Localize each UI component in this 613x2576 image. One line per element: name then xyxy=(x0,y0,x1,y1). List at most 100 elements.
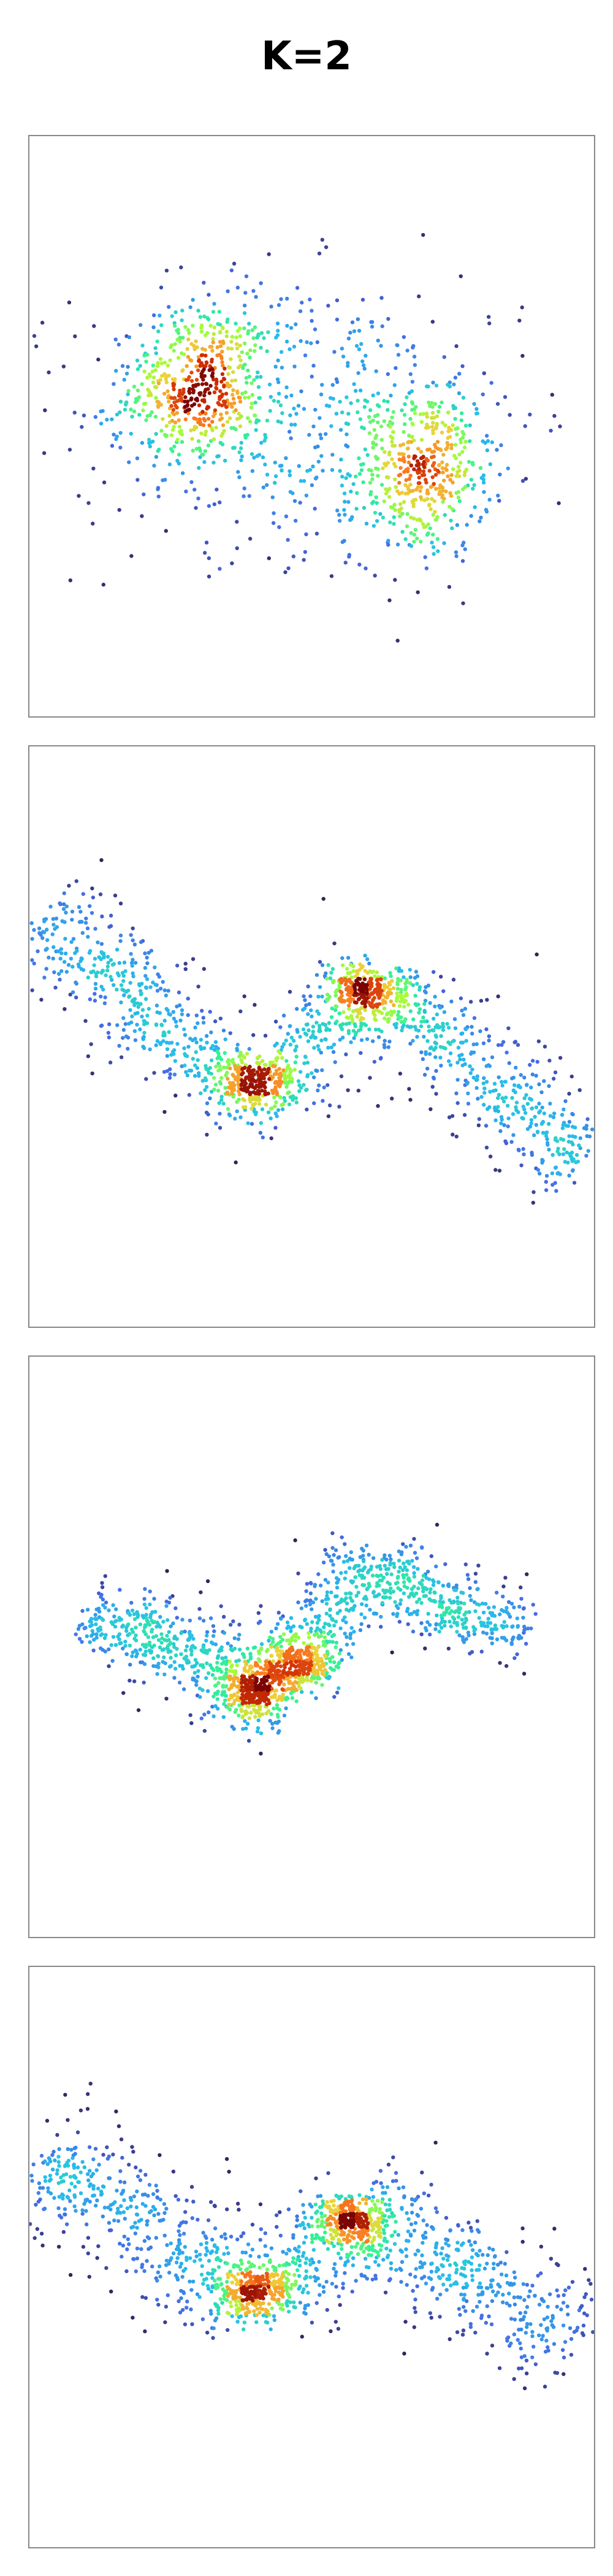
scatter-point xyxy=(94,1622,98,1627)
scatter-point xyxy=(391,2155,395,2160)
scatter-point xyxy=(30,937,34,941)
scatter-point xyxy=(188,1632,192,1637)
scatter-point xyxy=(134,1638,139,1643)
scatter-point xyxy=(183,1033,188,1037)
scatter-point xyxy=(276,1719,281,1723)
scatter-point xyxy=(264,1711,268,1715)
scatter-point xyxy=(180,369,185,373)
scatter-point xyxy=(324,404,329,408)
scatter-point xyxy=(221,1715,226,1719)
scatter-point xyxy=(481,1057,486,1062)
scatter-point xyxy=(173,2194,178,2198)
scatter-point xyxy=(360,994,365,999)
scatter-point xyxy=(151,325,156,329)
scatter-point xyxy=(398,1565,402,1570)
scatter-point xyxy=(391,410,396,414)
scatter-point xyxy=(140,1014,144,1019)
scatter-point xyxy=(233,1064,237,1068)
scatter-point xyxy=(371,393,375,397)
scatter-point xyxy=(176,328,180,332)
scatter-point xyxy=(392,1565,397,1570)
scatter-point xyxy=(118,933,123,938)
scatter-point xyxy=(388,1560,393,1565)
scatter-point xyxy=(364,1595,368,1599)
scatter-point xyxy=(354,507,359,511)
scatter-point xyxy=(288,1043,293,1047)
scatter-point xyxy=(432,1076,436,1081)
scatter-point xyxy=(99,1024,104,1028)
scatter-point xyxy=(156,2302,161,2307)
scatter-point xyxy=(156,494,161,499)
scatter-point xyxy=(58,901,62,905)
scatter-point xyxy=(62,960,67,964)
scatter-point xyxy=(227,2169,231,2174)
scatter-point xyxy=(457,474,462,478)
scatter-point xyxy=(105,954,110,959)
scatter-point xyxy=(67,447,72,452)
scatter-point xyxy=(253,1645,257,1650)
scatter-point xyxy=(435,537,440,542)
scatter-point xyxy=(248,355,252,360)
scatter-point xyxy=(482,1091,487,1095)
scatter-point xyxy=(143,997,148,1002)
scatter-point xyxy=(280,366,284,370)
scatter-point xyxy=(425,458,430,463)
scatter-point xyxy=(109,2289,113,2294)
scatter-point xyxy=(335,988,339,992)
scatter-point xyxy=(371,1011,376,1016)
scatter-point xyxy=(131,1630,135,1635)
scatter-point xyxy=(365,1037,370,1041)
scatter-point xyxy=(335,317,340,322)
scatter-point xyxy=(284,1059,289,1063)
scatter-point xyxy=(346,956,351,960)
scatter-point xyxy=(223,458,227,463)
scatter-point xyxy=(181,387,186,391)
scatter-point xyxy=(205,331,210,335)
scatter-point xyxy=(410,1591,414,1595)
scatter-point xyxy=(332,979,336,983)
scatter-point xyxy=(314,1631,319,1636)
scatter-point xyxy=(219,412,223,416)
scatter-point xyxy=(422,1073,427,1077)
scatter-point xyxy=(341,1618,345,1622)
scatter-point xyxy=(206,2218,211,2223)
scatter-point xyxy=(468,439,472,443)
scatter-point xyxy=(299,1606,304,1611)
scatter-panel-2 xyxy=(28,745,595,1328)
scatter-point xyxy=(501,1625,506,1630)
scatter-point xyxy=(161,1647,166,1652)
scatter-point xyxy=(115,987,119,992)
scatter-point xyxy=(216,1068,221,1073)
scatter-point xyxy=(502,1636,506,1640)
scatter-point xyxy=(340,1597,344,1601)
scatter-point xyxy=(204,1066,208,1071)
scatter-point xyxy=(183,1052,187,1056)
scatter-point xyxy=(261,455,265,459)
scatter-point xyxy=(398,514,402,519)
scatter-point xyxy=(453,375,458,380)
scatter-point xyxy=(322,1635,327,1639)
scatter-point xyxy=(221,363,225,368)
scatter-point xyxy=(45,946,49,951)
scatter-point xyxy=(280,1687,284,1692)
scatter-point xyxy=(128,981,132,985)
scatter-point xyxy=(267,1077,272,1081)
scatter-point xyxy=(375,970,379,975)
scatter-point xyxy=(319,392,324,397)
scatter-point xyxy=(348,1636,352,1641)
scatter-point xyxy=(446,410,451,415)
scatter-point xyxy=(570,1124,575,1129)
scatter-point xyxy=(93,986,98,991)
scatter-point xyxy=(218,567,222,571)
scatter-point xyxy=(192,1663,197,1668)
scatter-point xyxy=(203,449,208,453)
scatter-point xyxy=(175,1616,180,1620)
scatter-point xyxy=(460,543,465,548)
scatter-point xyxy=(280,1045,284,1049)
scatter-point xyxy=(424,991,428,995)
scatter-point xyxy=(281,1668,286,1673)
scatter-point xyxy=(373,988,377,993)
scatter-point xyxy=(281,1068,286,1073)
scatter-point xyxy=(432,552,436,556)
scatter-point xyxy=(408,372,413,377)
